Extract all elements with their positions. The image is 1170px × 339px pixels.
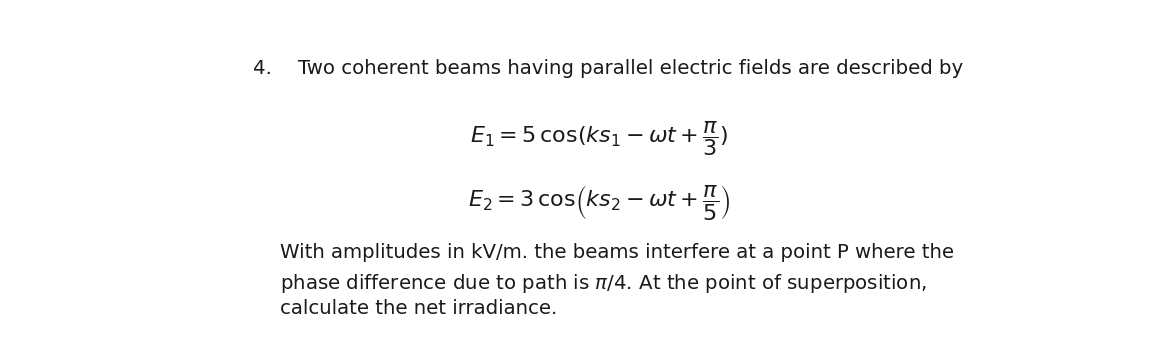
- Text: $E_1 = 5\,\mathrm{cos}(ks_1 - \omega t + \dfrac{\pi}{3})$: $E_1 = 5\,\mathrm{cos}(ks_1 - \omega t +…: [470, 119, 729, 158]
- Text: With amplitudes in kV/m. the beams interfere at a point P where the: With amplitudes in kV/m. the beams inter…: [281, 243, 955, 262]
- Text: $E_2 = 3\,\mathrm{cos}\left(ks_2 - \omega t + \dfrac{\pi}{5}\right)$: $E_2 = 3\,\mathrm{cos}\left(ks_2 - \omeg…: [468, 183, 731, 222]
- Text: phase difference due to path is $\pi/4$. At the point of superposition,: phase difference due to path is $\pi/4$.…: [281, 272, 928, 295]
- Text: 4.  Two coherent beams having parallel electric fields are described by: 4. Two coherent beams having parallel el…: [253, 59, 964, 78]
- Text: calculate the net irradiance.: calculate the net irradiance.: [281, 299, 558, 318]
